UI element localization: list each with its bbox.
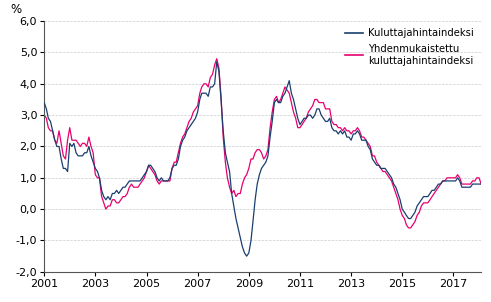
Y-axis label: %: % bbox=[10, 3, 21, 16]
Legend: Kuluttajahintaindeksi, Yhdenmukaistettu
kuluttajahintaindeksi: Kuluttajahintaindeksi, Yhdenmukaistettu … bbox=[343, 26, 476, 68]
